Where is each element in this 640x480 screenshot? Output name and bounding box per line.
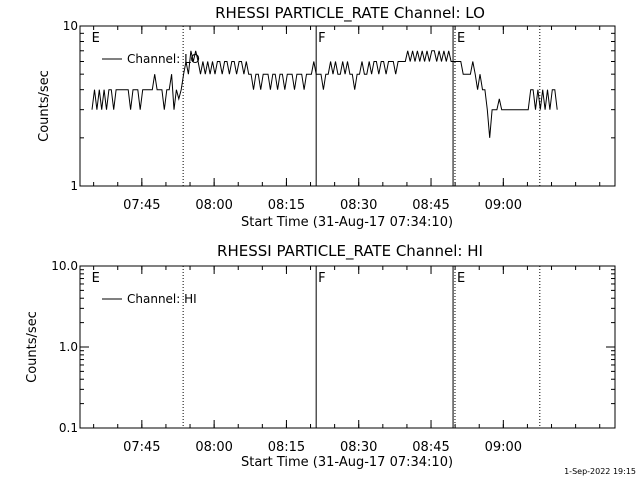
series-line	[91, 50, 558, 138]
panel-channel-hi: RHESSI PARTICLE_RATE Channel: HI Counts/…	[25, 242, 616, 470]
y-axis-label-lo: Counts/sec	[37, 70, 52, 142]
plot-frame-hi	[79, 265, 616, 429]
plot-frame-lo	[79, 25, 616, 187]
x-tick-label: 07:45	[123, 440, 160, 455]
y-tick-label: 10.0	[51, 259, 78, 273]
x-axis-label-hi: Start Time (31-Aug-17 07:34:10)	[241, 455, 453, 470]
event-marker-label: F	[318, 31, 325, 46]
y-axis-label-hi: Counts/sec	[25, 311, 40, 383]
chart-title-lo: RHESSI PARTICLE_RATE Channel: LO	[215, 4, 485, 23]
datestamp: 1-Sep-2022 19:15	[564, 467, 636, 476]
legend-label: Channel: LO	[127, 52, 200, 66]
x-tick-label: 08:45	[412, 198, 449, 213]
y-tick-label: 1	[70, 179, 78, 193]
y-tick-label: 0.1	[59, 421, 78, 435]
event-marker-label: E	[457, 271, 465, 286]
event-marker-label: E	[457, 31, 465, 46]
event-marker-label: E	[92, 271, 100, 286]
event-marker-label: E	[92, 31, 100, 46]
x-tick-label: 08:30	[340, 198, 377, 213]
x-tick-label: 07:45	[123, 198, 160, 213]
chart-title-hi: RHESSI PARTICLE_RATE Channel: HI	[217, 242, 483, 261]
event-marker-label: F	[318, 271, 325, 286]
y-tick-label: 1.0	[59, 340, 78, 354]
x-tick-label: 08:00	[195, 440, 232, 455]
x-tick-label: 09:00	[485, 440, 522, 455]
x-tick-label: 08:15	[268, 198, 305, 213]
x-tick-label: 09:00	[485, 198, 522, 213]
x-tick-label: 08:30	[340, 440, 377, 455]
x-tick-label: 08:45	[412, 440, 449, 455]
panel-channel-lo: RHESSI PARTICLE_RATE Channel: LO Counts/…	[37, 4, 616, 230]
x-tick-label: 08:15	[268, 440, 305, 455]
x-axis-label-lo: Start Time (31-Aug-17 07:34:10)	[241, 215, 453, 230]
legend-label: Channel: HI	[127, 292, 197, 306]
x-tick-label: 08:00	[195, 198, 232, 213]
y-tick-label: 10	[63, 19, 78, 33]
